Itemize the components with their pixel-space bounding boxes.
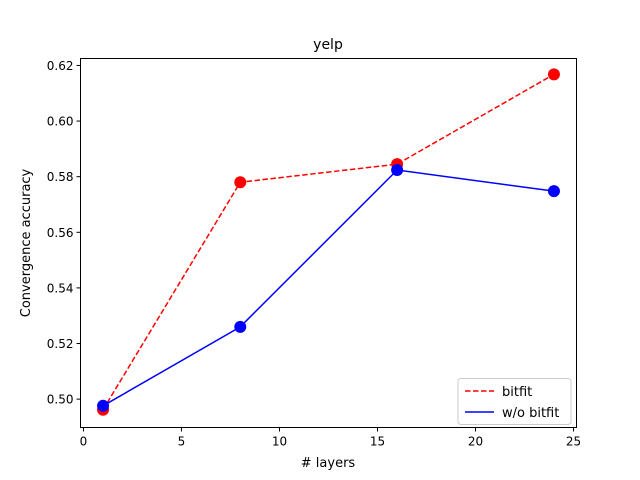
data-point-w-o-bitfit [234,320,247,333]
legend-frame [457,378,572,425]
y-axis-ticks: 0.50 0.52 0.54 0.56 0.58 0.60 0.62 [47,59,81,407]
x-tick-label: 5 [178,435,186,449]
y-tick-label: 0.62 [47,59,74,73]
x-tick-label: 20 [468,435,483,449]
data-point-w-o-bitfit [97,399,110,412]
y-tick-label: 0.52 [47,337,74,351]
series-markers [97,68,560,416]
y-tick-label: 0.54 [47,281,74,295]
y-axis-label: Convergence accuracy [19,168,34,317]
y-tick-label: 0.58 [47,170,74,184]
chart-title: yelp [313,37,343,53]
legend-bitfit-label: bitfit [502,385,532,400]
series-lines [102,73,555,411]
x-tick-label: 25 [566,435,581,449]
y-tick-label: 0.50 [47,393,74,407]
legend: bitfit w/o bitfit [457,378,572,425]
x-axis-ticks: 0 5 10 15 20 25 [80,427,581,449]
data-point-w-o-bitfit [547,185,560,198]
data-point-bitfit [234,176,247,189]
plot-area-frame [80,58,577,428]
x-tick-label: 15 [370,435,385,449]
x-tick-label: 10 [272,435,287,449]
legend-wo-bitfit-label: w/o bitfit [502,406,559,421]
data-point-w-o-bitfit [391,164,404,177]
data-point-bitfit [547,68,560,81]
y-tick-label: 0.60 [47,115,74,129]
series-line-w-o-bitfit [102,169,555,407]
y-tick-label: 0.56 [47,226,74,240]
x-tick-label: 0 [80,435,88,449]
series-line-bitfit [102,73,555,411]
x-axis-label: # layers [301,456,356,471]
